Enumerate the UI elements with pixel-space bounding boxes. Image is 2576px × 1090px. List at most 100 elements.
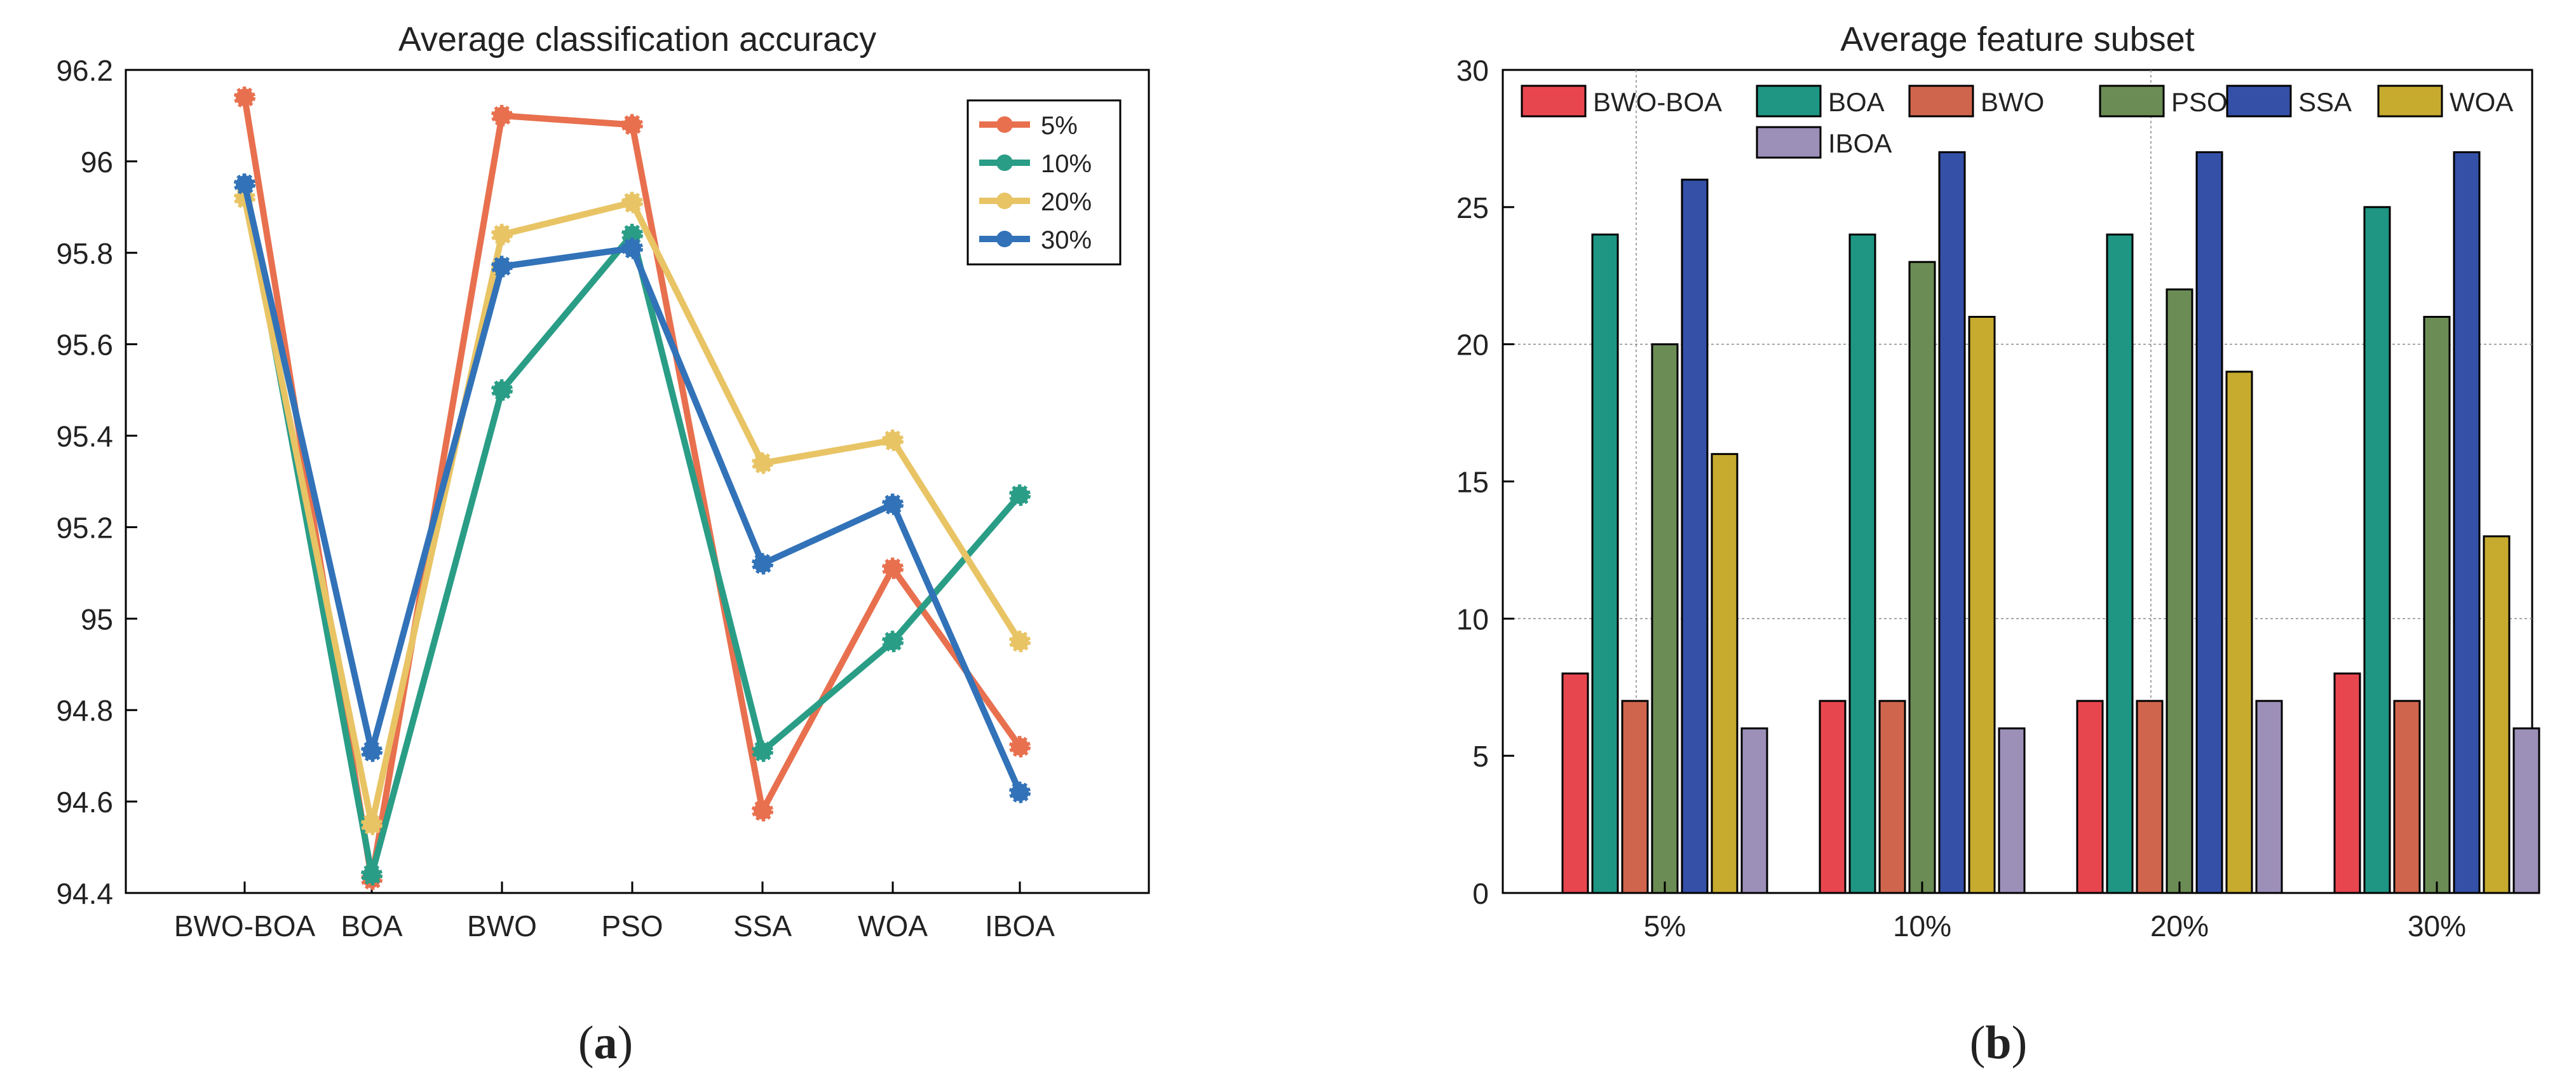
data-point xyxy=(752,553,773,575)
legend-swatch xyxy=(1908,85,1974,118)
bar-woa xyxy=(2483,535,2511,894)
data-point xyxy=(882,557,904,580)
bar-pso xyxy=(2423,316,2451,894)
y-tick-label: 95.6 xyxy=(56,329,113,362)
data-point xyxy=(491,255,513,278)
bar-boa xyxy=(2363,206,2391,894)
legend-label: IBOA xyxy=(1828,128,1892,158)
bar-iboa xyxy=(1998,727,2026,894)
x-tick-label: WOA xyxy=(858,909,928,943)
y-tick-label: 95.8 xyxy=(56,237,113,270)
legend-label: 20% xyxy=(1041,188,1092,216)
data-point xyxy=(361,864,383,886)
legend-item: PSO xyxy=(2099,85,2228,118)
data-point xyxy=(1009,781,1031,803)
bar-ssa xyxy=(2195,151,2223,894)
legend-marker xyxy=(996,231,1013,247)
y-tick-label: 95.2 xyxy=(56,511,113,544)
x-tick-label: PSO xyxy=(601,909,663,943)
y-tick-label: 10 xyxy=(1456,603,1489,636)
bar-group-20pct xyxy=(2076,151,2283,894)
legend-item: 30% xyxy=(979,226,1092,254)
bar-bwo xyxy=(2393,700,2421,894)
bar-pso xyxy=(1908,261,1936,894)
legend-item: WOA xyxy=(2377,85,2513,118)
y-tick-label: 5 xyxy=(1472,740,1489,773)
data-point xyxy=(234,173,255,195)
legend-item: SSA xyxy=(2226,85,2352,118)
bar-ssa xyxy=(2453,151,2481,894)
x-tick-label: 30% xyxy=(2408,909,2466,943)
bar-bwo-boa xyxy=(2333,672,2361,894)
chart-title-b: Average feature subset xyxy=(1840,20,2194,58)
panel-letter-a: a xyxy=(594,1017,618,1069)
legend-label: BWO-BOA xyxy=(1593,87,1722,117)
bar-iboa xyxy=(2255,700,2283,894)
x-tick-label: BOA xyxy=(341,909,402,943)
bar-bwo-boa xyxy=(1819,700,1847,894)
legend-swatch xyxy=(1521,85,1587,118)
legend-label: 30% xyxy=(1041,226,1092,254)
legend-swatch xyxy=(1756,126,1822,159)
data-point xyxy=(1009,630,1031,653)
legend-item: BWO-BOA xyxy=(1521,85,1722,118)
bar-boa xyxy=(1848,233,1876,894)
bar-group-30pct xyxy=(2333,151,2540,894)
data-point xyxy=(1009,484,1031,507)
y-tick-label: 94.8 xyxy=(56,694,113,727)
line-chart-accuracy: Average classification accuracy 94.4 94.6… xyxy=(56,20,1150,1069)
data-point xyxy=(1009,735,1031,758)
legend-label: 5% xyxy=(1041,112,1078,140)
legend-item: BWO xyxy=(1908,85,2044,118)
y-tick-label: 95 xyxy=(81,603,113,636)
y-tick-label: 95.4 xyxy=(56,420,113,453)
legend-label: WOA xyxy=(2450,87,2513,117)
data-point xyxy=(361,740,383,762)
data-point xyxy=(491,379,513,401)
panel-label-a: (a) xyxy=(578,1017,633,1069)
x-tick-label: BWO xyxy=(467,909,537,943)
data-point xyxy=(621,191,643,214)
legend-item: BOA xyxy=(1756,85,1885,118)
legend-marker xyxy=(996,193,1013,209)
bar-ssa xyxy=(1938,151,1966,894)
data-point xyxy=(882,630,904,653)
legend-item: IBOA xyxy=(1756,126,1892,159)
bar-boa xyxy=(1591,233,1619,894)
bar-woa xyxy=(1711,453,1739,894)
y-tick-label: 94.6 xyxy=(56,786,113,819)
x-tick-label: 5% xyxy=(1644,909,1686,943)
legend-label: 10% xyxy=(1041,150,1092,178)
bar-iboa xyxy=(2512,727,2540,894)
y-tick-label: 94.4 xyxy=(56,877,113,910)
data-point xyxy=(882,493,904,515)
legend-marker xyxy=(996,116,1013,133)
bar-pso xyxy=(1651,343,1679,894)
data-point xyxy=(882,429,904,451)
bar-group-5pct xyxy=(1561,179,1768,894)
data-point xyxy=(491,104,513,126)
x-tick-label: 10% xyxy=(1893,909,1951,943)
x-tick-label: BWO-BOA xyxy=(174,909,316,943)
data-point xyxy=(752,800,773,822)
legend-swatch xyxy=(2099,85,2165,118)
bar-ssa xyxy=(1681,179,1709,894)
data-point xyxy=(234,86,255,109)
legend-label: BOA xyxy=(1828,87,1885,117)
bar-boa xyxy=(2106,233,2134,894)
legend-label: PSO xyxy=(2171,87,2228,117)
legend-item: 20% xyxy=(979,188,1092,216)
bar-group-10pct xyxy=(1819,151,2026,894)
data-point xyxy=(752,452,773,474)
y-tick-label: 25 xyxy=(1456,191,1489,224)
bar-pso xyxy=(2166,288,2193,894)
bar-bwo xyxy=(1878,700,1906,894)
legend-swatch xyxy=(2226,85,2292,118)
legend-marker xyxy=(996,154,1013,171)
y-tick-label: 0 xyxy=(1472,877,1489,910)
legend-label: BWO xyxy=(1981,87,2044,117)
bar-chart-feature-subset: Average feature subset 0 5 10 15 20 25 30 5% 10… xyxy=(1456,20,2540,1069)
legend-swatch xyxy=(1756,85,1822,118)
data-point xyxy=(621,237,643,259)
y-tick-label: 30 xyxy=(1456,54,1489,87)
